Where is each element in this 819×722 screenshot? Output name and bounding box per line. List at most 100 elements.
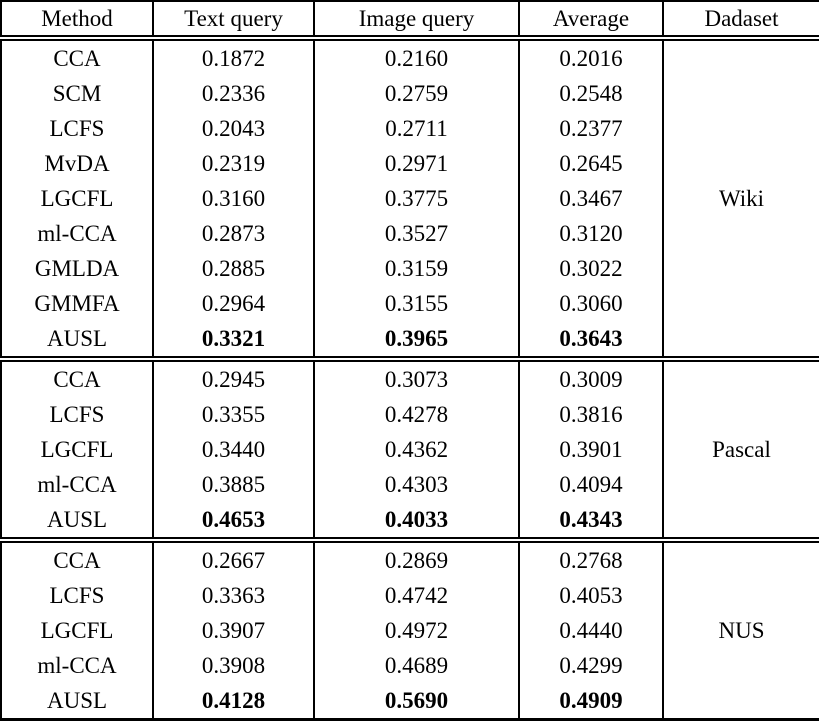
image-query-cell: 0.3159 bbox=[313, 251, 519, 286]
average-cell: 0.3022 bbox=[518, 251, 663, 286]
method-cell: CCA bbox=[53, 45, 101, 71]
method-cell: AUSL bbox=[46, 687, 108, 713]
method-cell: MvDA bbox=[44, 150, 110, 176]
method-cell: ml-CCA bbox=[37, 652, 117, 678]
average-cell: 0.3120 bbox=[518, 216, 663, 251]
average-cell: 0.4909 bbox=[518, 683, 663, 720]
average-cell: 0.2548 bbox=[518, 76, 663, 111]
table-row: LGCFL 0.3160 0.3775 0.3467 bbox=[1, 181, 819, 216]
table-row: GMLDA 0.2885 0.3159 0.3022 bbox=[1, 251, 819, 286]
table-row: ml-CCA 0.3908 0.4689 0.4299 bbox=[1, 648, 819, 683]
dataset-group-pascal: CCA 0.2945 0.3073 0.3009 Pascal LCFS 0.3355 0.4… bbox=[1, 359, 819, 540]
column-header-average: Average bbox=[518, 1, 663, 38]
header-row: Method Text query Image query Average Da… bbox=[1, 1, 819, 38]
average-cell: 0.4440 bbox=[518, 613, 663, 648]
image-query-cell: 0.2711 bbox=[313, 111, 519, 146]
image-query-cell: 0.4742 bbox=[313, 578, 519, 613]
method-cell: LCFS bbox=[49, 401, 105, 427]
method-cell: GMMFA bbox=[34, 290, 120, 316]
image-query-cell: 0.3155 bbox=[313, 286, 519, 321]
dataset-cell: Wiki bbox=[662, 38, 819, 359]
text-query-cell: 0.3160 bbox=[152, 181, 314, 216]
table-row: LCFS 0.2043 0.2711 0.2377 bbox=[1, 111, 819, 146]
method-cell: GMLDA bbox=[34, 255, 120, 281]
text-query-cell: 0.2336 bbox=[152, 76, 314, 111]
table-row: ml-CCA 0.3885 0.4303 0.4094 bbox=[1, 467, 819, 502]
dataset-group-nus: CCA 0.2667 0.2869 0.2768 NUS LCFS 0.3363 0.4742… bbox=[1, 540, 819, 720]
text-query-cell: 0.2945 bbox=[152, 359, 314, 397]
method-cell: LGCFL bbox=[40, 185, 114, 211]
average-cell: 0.3643 bbox=[518, 321, 663, 359]
method-cell: LCFS bbox=[49, 115, 105, 141]
method-cell: ml-CCA bbox=[37, 220, 117, 246]
table-row: LGCFL 0.3907 0.4972 0.4440 bbox=[1, 613, 819, 648]
text-query-cell: 0.2319 bbox=[152, 146, 314, 181]
text-query-cell: 0.3440 bbox=[152, 432, 314, 467]
table-row: ml-CCA 0.2873 0.3527 0.3120 bbox=[1, 216, 819, 251]
text-query-cell: 0.4128 bbox=[152, 683, 314, 720]
method-cell: LGCFL bbox=[40, 617, 114, 643]
image-query-cell: 0.4689 bbox=[313, 648, 519, 683]
column-header-image-query: Image query bbox=[313, 1, 519, 38]
text-query-cell: 0.4653 bbox=[152, 502, 314, 540]
average-cell: 0.3467 bbox=[518, 181, 663, 216]
table-row: LCFS 0.3355 0.4278 0.3816 bbox=[1, 397, 819, 432]
image-query-cell: 0.5690 bbox=[313, 683, 519, 720]
text-query-cell: 0.2043 bbox=[152, 111, 314, 146]
text-query-cell: 0.2885 bbox=[152, 251, 314, 286]
text-query-cell: 0.3355 bbox=[152, 397, 314, 432]
image-query-cell: 0.2160 bbox=[313, 38, 519, 76]
method-cell: LCFS bbox=[49, 582, 105, 608]
method-cell: CCA bbox=[53, 547, 101, 573]
dataset-cell: Pascal bbox=[662, 359, 819, 540]
text-query-cell: 0.3907 bbox=[152, 613, 314, 648]
table-row: AUSL 0.4128 0.5690 0.4909 bbox=[1, 683, 819, 720]
method-cell: SCM bbox=[52, 80, 102, 106]
method-cell: CCA bbox=[53, 366, 101, 392]
average-cell: 0.4053 bbox=[518, 578, 663, 613]
average-cell: 0.3901 bbox=[518, 432, 663, 467]
image-query-cell: 0.3965 bbox=[313, 321, 519, 359]
method-cell: LGCFL bbox=[40, 436, 114, 462]
method-cell: AUSL bbox=[46, 325, 108, 351]
average-cell: 0.2645 bbox=[518, 146, 663, 181]
table-row: CCA 0.2667 0.2869 0.2768 NUS bbox=[1, 540, 819, 720]
text-query-cell: 0.3363 bbox=[152, 578, 314, 613]
table-row: CCA 0.2945 0.3073 0.3009 Pascal bbox=[1, 359, 819, 540]
text-query-cell: 0.3885 bbox=[152, 467, 314, 502]
average-cell: 0.4343 bbox=[518, 502, 663, 540]
image-query-cell: 0.3073 bbox=[313, 359, 519, 397]
average-cell: 0.3009 bbox=[518, 359, 663, 397]
average-cell: 0.2016 bbox=[518, 38, 663, 76]
text-query-cell: 0.1872 bbox=[152, 38, 314, 76]
table-row: LGCFL 0.3440 0.4362 0.3901 bbox=[1, 432, 819, 467]
average-cell: 0.4094 bbox=[518, 467, 663, 502]
table-row: CCA 0.1872 0.2160 0.2016 Wiki bbox=[1, 38, 819, 359]
average-cell: 0.4299 bbox=[518, 648, 663, 683]
image-query-cell: 0.4303 bbox=[313, 467, 519, 502]
text-query-cell: 0.3321 bbox=[152, 321, 314, 359]
method-cell: AUSL bbox=[46, 506, 108, 532]
image-query-cell: 0.3775 bbox=[313, 181, 519, 216]
image-query-cell: 0.4972 bbox=[313, 613, 519, 648]
table-row: LCFS 0.3363 0.4742 0.4053 bbox=[1, 578, 819, 613]
table-row: AUSL 0.4653 0.4033 0.4343 bbox=[1, 502, 819, 540]
text-query-cell: 0.2964 bbox=[152, 286, 314, 321]
text-query-cell: 0.3908 bbox=[152, 648, 314, 683]
dataset-cell: NUS bbox=[662, 540, 819, 720]
image-query-cell: 0.4278 bbox=[313, 397, 519, 432]
column-header-text-query: Text query bbox=[152, 1, 314, 38]
table-row: GMMFA 0.2964 0.3155 0.3060 bbox=[1, 286, 819, 321]
dataset-group-wiki: CCA 0.1872 0.2160 0.2016 Wiki SCM 0.2336 0.2759… bbox=[1, 38, 819, 359]
table-row: MvDA 0.2319 0.2971 0.2645 bbox=[1, 146, 819, 181]
image-query-cell: 0.2971 bbox=[313, 146, 519, 181]
text-query-cell: 0.2667 bbox=[152, 540, 314, 578]
average-cell: 0.3816 bbox=[518, 397, 663, 432]
table-row: SCM 0.2336 0.2759 0.2548 bbox=[1, 76, 819, 111]
average-cell: 0.3060 bbox=[518, 286, 663, 321]
image-query-cell: 0.2759 bbox=[313, 76, 519, 111]
text-query-cell: 0.2873 bbox=[152, 216, 314, 251]
image-query-cell: 0.4362 bbox=[313, 432, 519, 467]
average-cell: 0.2377 bbox=[518, 111, 663, 146]
